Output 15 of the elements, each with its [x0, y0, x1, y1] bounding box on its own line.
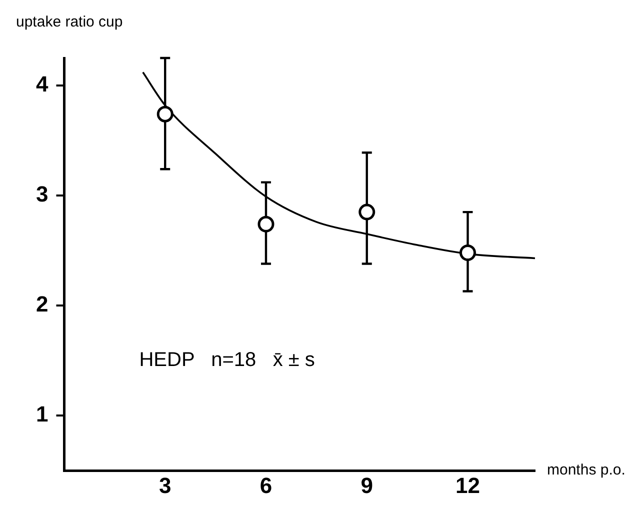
y-tick-label: 3 [36, 182, 48, 207]
point [156, 106, 174, 122]
x-tick-label: 3 [158, 472, 172, 498]
x-tick-label: 12 [456, 472, 480, 498]
point [460, 244, 476, 261]
annotation: HEDP n=18 x̄ ± s [139, 349, 315, 372]
y-tick-label: 2 [36, 292, 48, 317]
x-tick-label: 6 [260, 472, 272, 498]
x-axis-title: months p.o. [547, 462, 626, 479]
point [358, 204, 376, 220]
y-tick-label: 1 [36, 402, 48, 427]
point [258, 216, 274, 232]
y-axis-title: uptake ratio cup [16, 14, 123, 31]
y-tick-label: 4 [36, 72, 49, 97]
x-tick-label: 9 [360, 472, 373, 498]
